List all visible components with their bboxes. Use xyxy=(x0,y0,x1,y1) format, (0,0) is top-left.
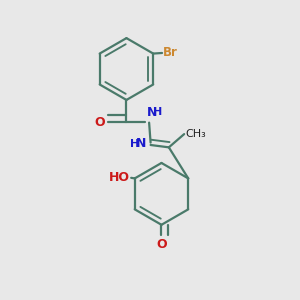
Text: HO: HO xyxy=(109,171,130,184)
Text: O: O xyxy=(156,238,167,251)
Text: H: H xyxy=(153,107,163,117)
Text: N: N xyxy=(147,106,158,119)
Text: N: N xyxy=(136,137,146,150)
Text: H: H xyxy=(130,139,140,148)
Text: Br: Br xyxy=(163,46,178,59)
Text: O: O xyxy=(94,116,105,128)
Text: CH₃: CH₃ xyxy=(185,129,206,139)
